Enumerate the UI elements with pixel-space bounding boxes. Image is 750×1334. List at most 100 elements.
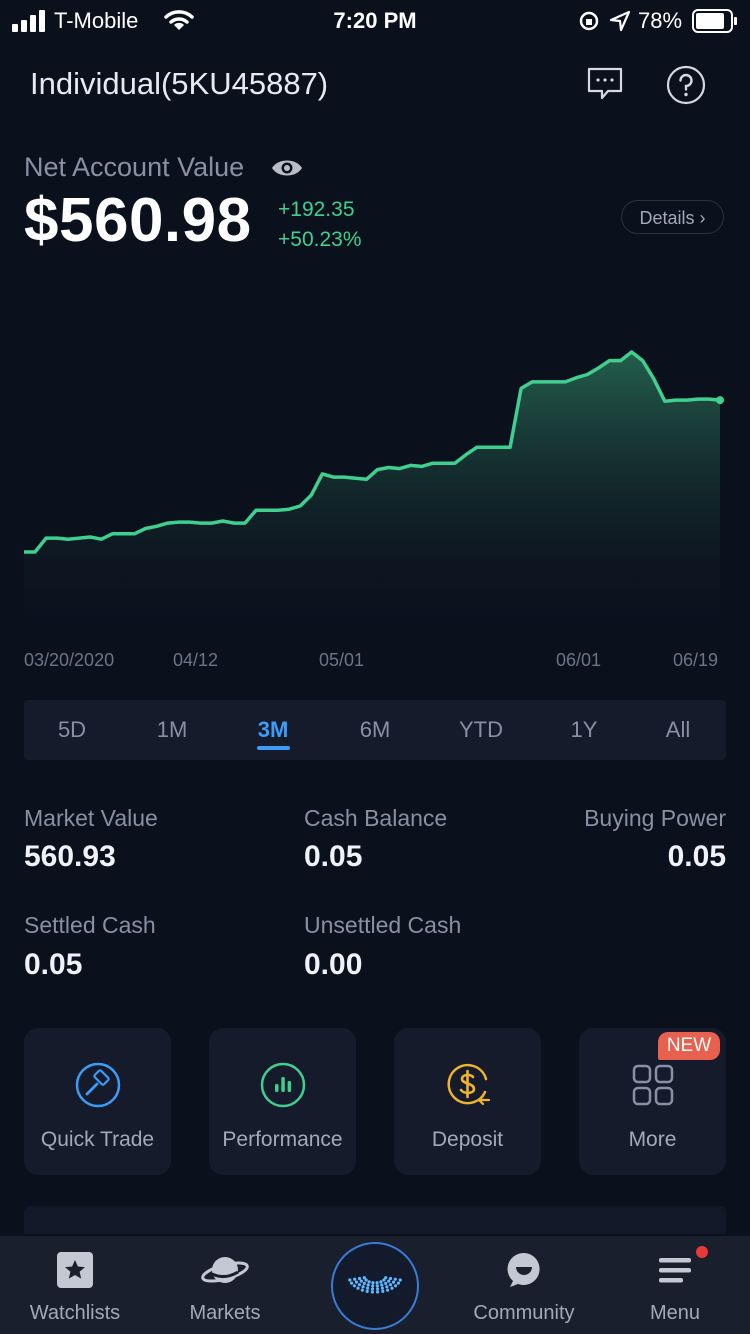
grid-icon: [632, 1064, 674, 1106]
logo-dot: [356, 1286, 360, 1290]
deposit-button[interactable]: Deposit: [394, 1028, 541, 1175]
deposit-label: Deposit: [431, 1128, 504, 1151]
logo-dot: [370, 1290, 374, 1294]
chart-area-fill: [24, 352, 720, 630]
logo-dot: [352, 1284, 356, 1288]
logo-dot: [381, 1289, 385, 1293]
quick-trade-button[interactable]: Quick Trade: [24, 1028, 171, 1175]
menu-icon: [659, 1258, 691, 1283]
logo-dot: [375, 1281, 379, 1285]
tab-menu-label: Menu: [649, 1302, 701, 1324]
logo-dot: [385, 1285, 389, 1289]
orientation-lock-icon: [579, 11, 599, 31]
range-tabs: 5D 1M 3M 6M YTD 1Y All: [24, 700, 726, 760]
cash-balance-value: 0.05: [304, 840, 363, 873]
buying-power-label: Buying Power: [584, 805, 726, 831]
planet-icon: [201, 1257, 249, 1283]
logo-dot: [354, 1280, 359, 1284]
bar-chart-icon: [260, 1062, 306, 1108]
x-tick-label: 06/19: [673, 650, 719, 670]
logo-dot: [389, 1283, 393, 1287]
logo-dot: [393, 1277, 397, 1281]
logo-dot: [380, 1286, 384, 1290]
x-tick-label: 05/01: [319, 650, 365, 670]
logo-dot: [367, 1280, 371, 1284]
logo-dot: [357, 1283, 361, 1287]
x-tick-label: 03/20/2020: [24, 650, 115, 670]
location-icon: [609, 10, 631, 32]
logo-dot: [382, 1278, 386, 1282]
eye-icon[interactable]: [270, 156, 304, 180]
tab-ytd[interactable]: YTD: [459, 717, 503, 742]
clock: 7:20 PM: [333, 8, 417, 33]
performance-button[interactable]: Performance: [209, 1028, 356, 1175]
logo-dot: [353, 1277, 357, 1281]
market-value-label: Market Value: [24, 805, 158, 831]
tab-1y[interactable]: 1Y: [570, 717, 598, 742]
performance-label: Performance: [222, 1128, 343, 1151]
details-button[interactable]: Details ›: [621, 200, 724, 234]
battery-percent: 78%: [638, 8, 683, 33]
account-value-chart[interactable]: [0, 300, 750, 630]
webull-logo-icon: [348, 1276, 402, 1294]
logo-dot: [371, 1284, 375, 1288]
center-logo-button[interactable]: [331, 1242, 419, 1330]
logo-dot: [366, 1283, 370, 1287]
tab-community-label: Community: [473, 1302, 575, 1324]
active-tab-indicator: [257, 746, 290, 750]
logo-dot: [370, 1287, 375, 1291]
bottom-tab-bar: Watchlists Markets Community Menu: [0, 1236, 750, 1334]
cash-balance-label: Cash Balance: [304, 805, 448, 831]
settled-cash-value: 0.05: [24, 948, 83, 981]
logo-dot: [386, 1288, 390, 1292]
logo-dot: [379, 1280, 383, 1284]
logo-dot: [384, 1276, 388, 1280]
tab-all[interactable]: All: [665, 717, 691, 742]
notification-dot: [696, 1246, 708, 1258]
logo-dot: [361, 1285, 365, 1289]
tab-6m[interactable]: 6M: [359, 717, 391, 742]
tab-watchlists[interactable]: Watchlists: [0, 1236, 150, 1334]
help-icon[interactable]: [666, 65, 706, 105]
tab-watchlists-label: Watchlists: [29, 1302, 121, 1324]
chart-end-point: [716, 396, 724, 405]
carrier-name: T-Mobile: [54, 8, 139, 33]
settled-cash-label: Settled Cash: [24, 912, 156, 938]
x-tick-label: 04/12: [173, 650, 219, 670]
tab-community[interactable]: Community: [449, 1236, 599, 1334]
logo-dot: [371, 1281, 375, 1285]
community-icon: [507, 1252, 540, 1287]
tab-markets[interactable]: Markets: [150, 1236, 300, 1334]
logo-dot: [380, 1283, 384, 1287]
logo-dot: [388, 1276, 393, 1281]
tab-1m[interactable]: 1M: [156, 717, 188, 742]
unsettled-cash-label: Unsettled Cash: [304, 912, 462, 938]
unsettled-cash-value: 0.00: [304, 948, 363, 981]
more-label: More: [628, 1128, 677, 1151]
logo-dot: [391, 1280, 396, 1284]
battery-icon: [692, 9, 737, 33]
tab-3m[interactable]: 3M: [257, 717, 289, 742]
logo-dot: [384, 1281, 388, 1285]
tab-markets-label: Markets: [189, 1302, 261, 1324]
change-percent: +50.23%: [278, 228, 362, 251]
logo-dot: [375, 1287, 380, 1291]
chat-bubble-icon[interactable]: [586, 64, 624, 102]
market-value: 560.93: [24, 840, 116, 873]
details-label: Details: [639, 208, 695, 228]
gavel-icon: [75, 1062, 121, 1108]
logo-dot: [366, 1286, 370, 1290]
logo-dot: [364, 1278, 368, 1282]
account-title[interactable]: Individual(5KU45887): [30, 66, 329, 101]
buying-power-value: 0.05: [667, 840, 726, 873]
tab-5d[interactable]: 5D: [57, 717, 87, 742]
logo-dot: [376, 1290, 380, 1294]
logo-dot: [394, 1284, 398, 1288]
signal-icon: [12, 10, 45, 32]
new-badge: NEW: [658, 1032, 720, 1060]
logo-dot: [375, 1284, 379, 1288]
tab-menu[interactable]: Menu: [600, 1236, 750, 1334]
logo-dot: [350, 1281, 354, 1285]
logo-dot: [362, 1281, 366, 1285]
star-icon: [57, 1252, 93, 1288]
